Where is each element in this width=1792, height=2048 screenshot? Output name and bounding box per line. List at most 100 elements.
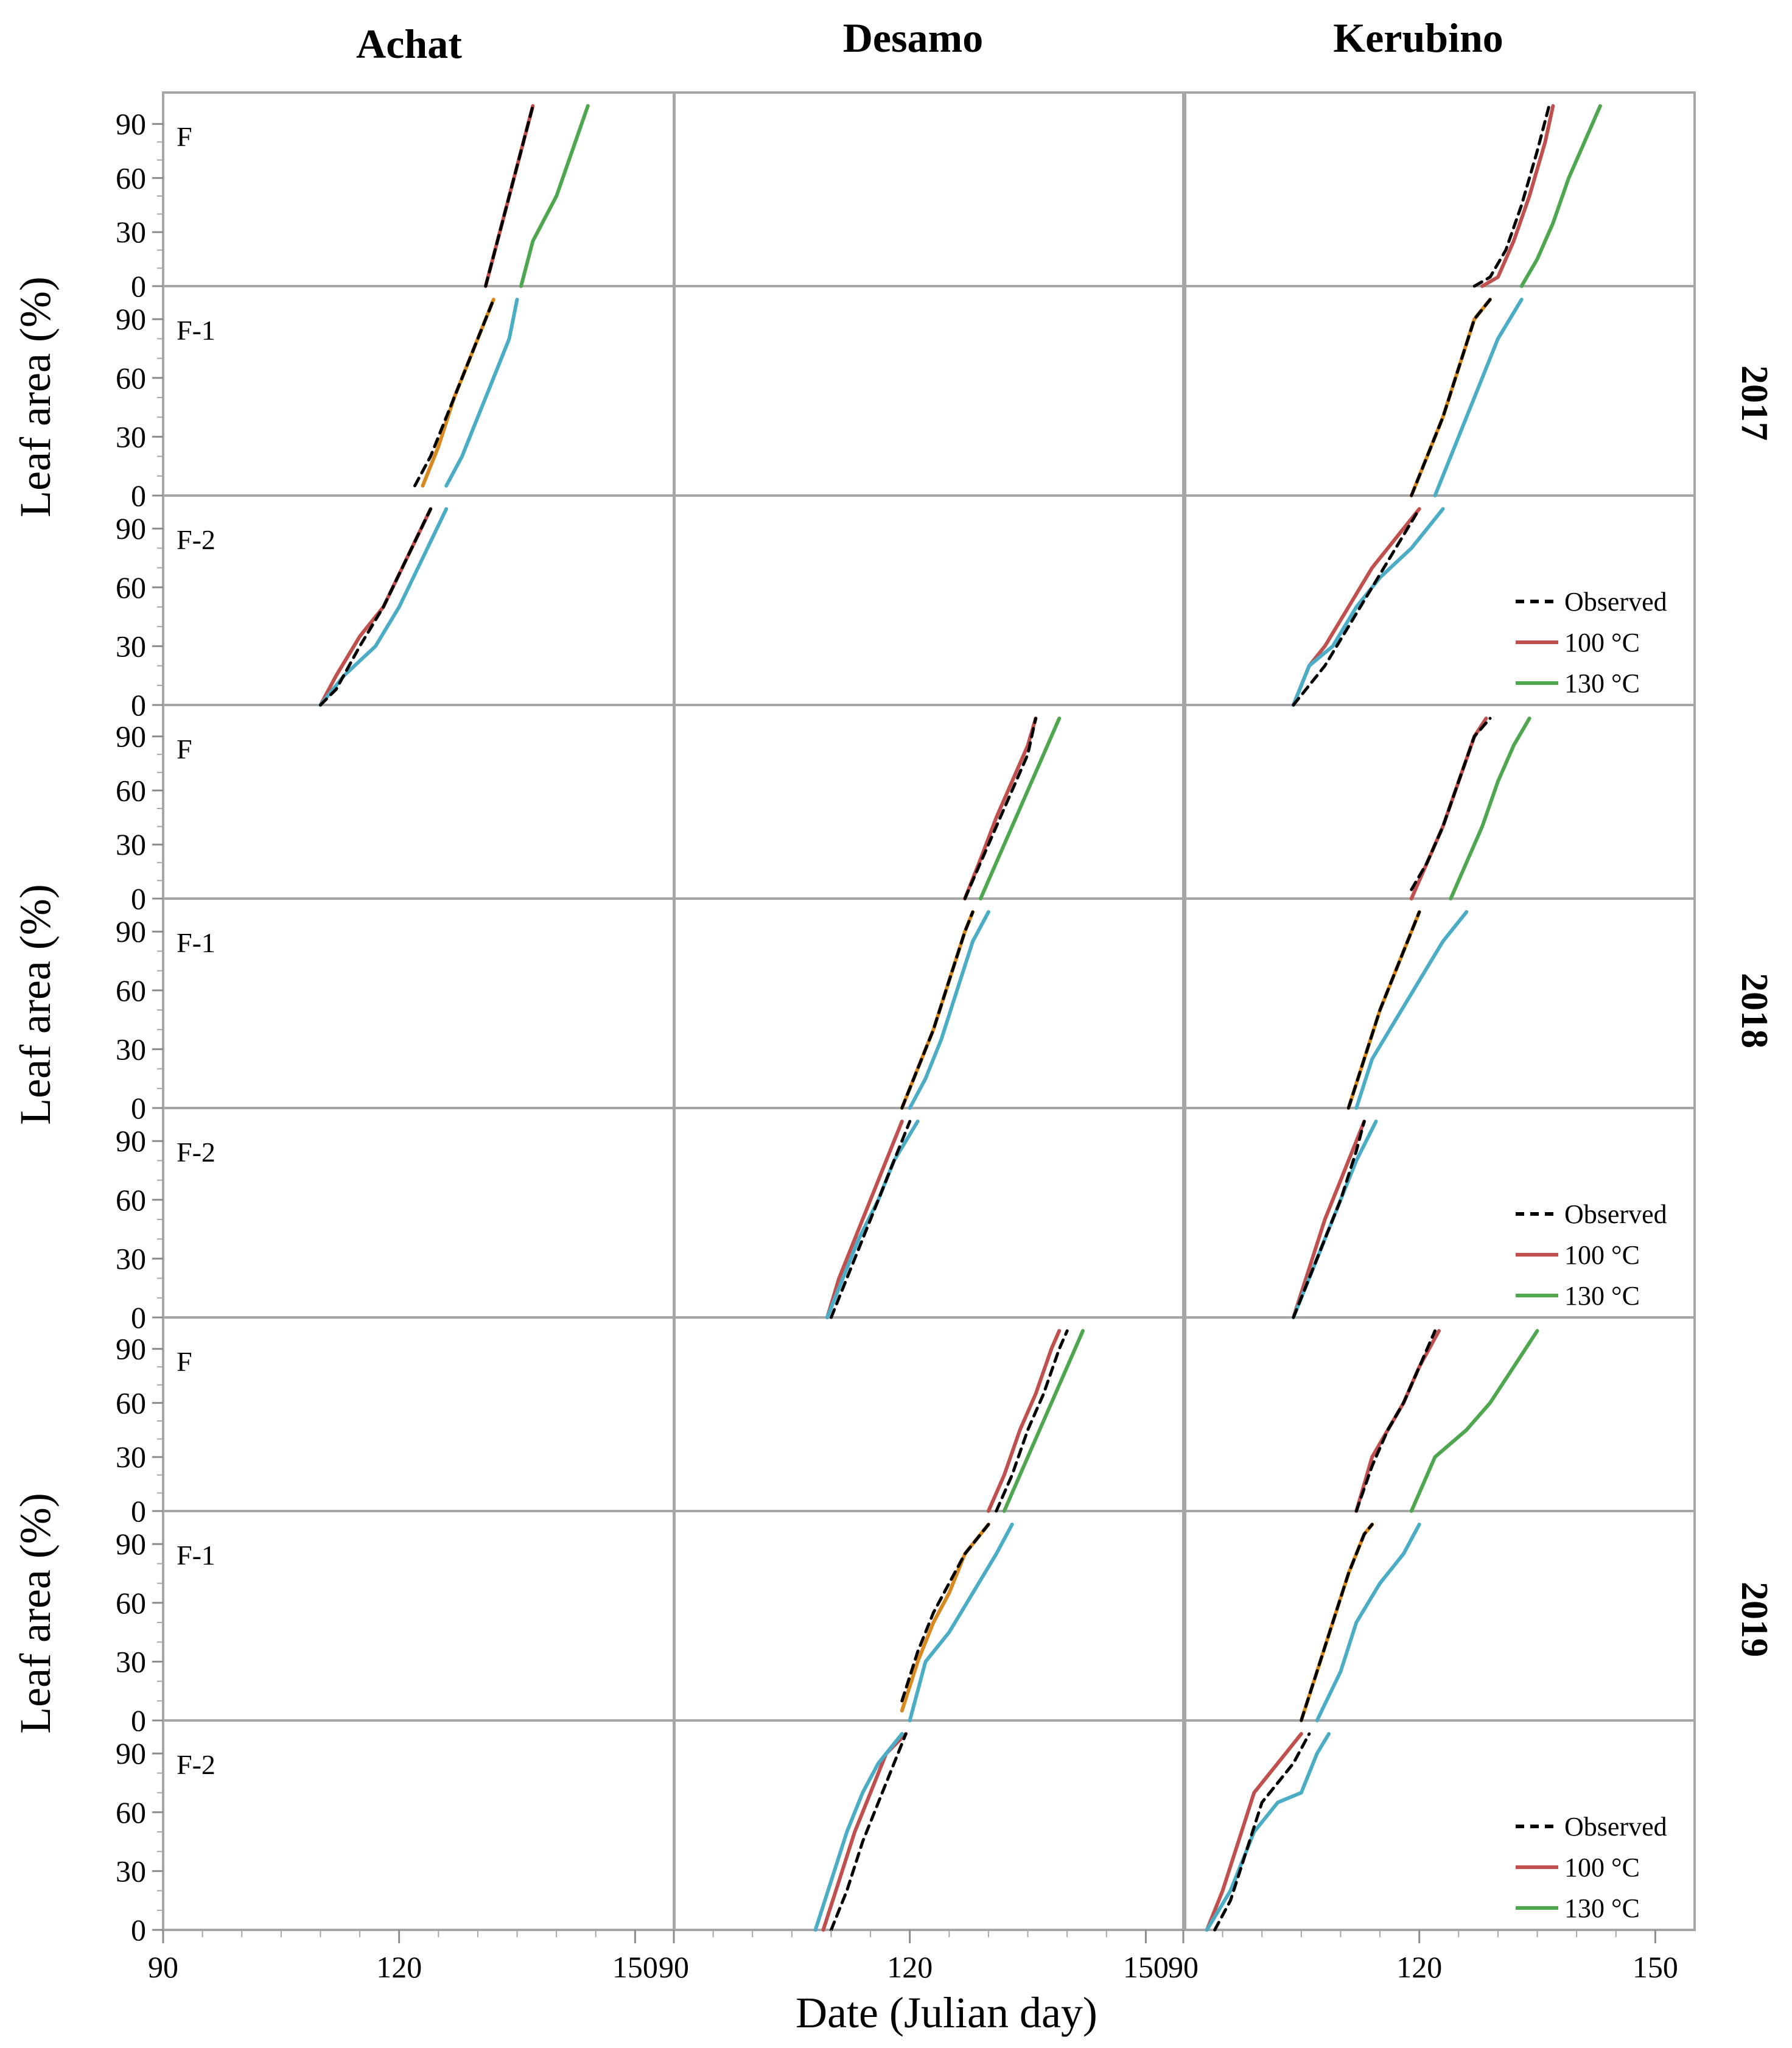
y-tick-label: 0 bbox=[131, 1913, 146, 1947]
leaf-label-2019-f: F bbox=[177, 1346, 192, 1377]
series-line-desamo-2018-f-2-130-c bbox=[825, 1120, 920, 1319]
y-tick-label: 30 bbox=[116, 1032, 146, 1066]
series-line-desamo-2019-f-1-130-c bbox=[908, 1523, 1014, 1722]
x-tick-label: 150 bbox=[1633, 1950, 1678, 1984]
series-line-kerubino-2019-f-observed bbox=[1354, 1329, 1437, 1513]
y-tick-label: 60 bbox=[116, 773, 146, 807]
series-line-achat-2017-f-1-130-c bbox=[444, 298, 519, 488]
legend-label-130-c-2017: 130 °C bbox=[1564, 668, 1640, 698]
panel-frame-desamo-2019-f bbox=[673, 1316, 1186, 1512]
series-line-desamo-2019-f-1-observed bbox=[900, 1523, 990, 1703]
legend-layer: Observed 100 °C 130 °C Observed 100 °C 130 °C… bbox=[1516, 587, 1667, 1923]
column-header-achat: Achat bbox=[356, 21, 462, 67]
series-line-kerubino-2018-f-2-100-c bbox=[1291, 1120, 1367, 1319]
y-tick-label: 0 bbox=[131, 1494, 146, 1528]
series-line-desamo-2018-f-1-observed bbox=[900, 910, 975, 1110]
y-tick-label: 0 bbox=[131, 1300, 146, 1334]
series-line-achat-2017-f-2-100-c bbox=[318, 507, 433, 707]
y-tick-label: 90 bbox=[116, 1332, 146, 1366]
x-tick-label: 90 bbox=[148, 1950, 178, 1984]
panel-frame-desamo-2017-f-1 bbox=[673, 285, 1186, 497]
legend-label-observed-2017: Observed bbox=[1564, 587, 1667, 617]
series-line-kerubino-2019-f-1-observed bbox=[1300, 1523, 1374, 1722]
series-line-kerubino-2017-f-130-c bbox=[1519, 104, 1602, 288]
series-line-achat-2017-f-1-observed bbox=[413, 298, 495, 488]
series-line-achat-2017-f-observed bbox=[484, 104, 534, 288]
x-tick-label: 150 bbox=[612, 1950, 658, 1984]
y-tick-label: 30 bbox=[116, 419, 146, 454]
panels-layer: F F-1 F-2 F F-1 F-2 F F-1 F-2 bbox=[162, 91, 1696, 1932]
y-tick-label: 60 bbox=[116, 973, 146, 1008]
y-tick-label: 90 bbox=[116, 1124, 146, 1158]
panel-frame-kerubino-2019-f-2 bbox=[1182, 1719, 1696, 1931]
series-line-kerubino-2017-f-2-observed bbox=[1292, 507, 1421, 707]
leaf-label-2018-f: F bbox=[177, 734, 192, 765]
panel-frame-kerubino-2018-f-1 bbox=[1182, 897, 1696, 1109]
y-tick-label: 90 bbox=[116, 302, 146, 336]
legend-label-observed-2018: Observed bbox=[1564, 1199, 1667, 1229]
panel-frame-achat-2017-f-1 bbox=[162, 285, 676, 497]
series-line-desamo-2019-f-1-100-c bbox=[900, 1523, 990, 1713]
y-tick-label: 30 bbox=[116, 629, 146, 663]
series-line-kerubino-2018-f-130-c bbox=[1449, 717, 1531, 900]
leaf-label-2018-f-2: F-2 bbox=[177, 1137, 215, 1168]
y-tick-label: 30 bbox=[116, 215, 146, 249]
panel-frame-desamo-2017-f bbox=[673, 91, 1186, 287]
panel-frame-kerubino-2017-f bbox=[1182, 91, 1696, 287]
year-label-2019: 2019 bbox=[1734, 1582, 1775, 1657]
series-line-kerubino-2019-f-2-100-c bbox=[1205, 1732, 1303, 1932]
series-line-desamo-2018-f-1-130-c bbox=[908, 910, 990, 1110]
series-line-desamo-2019-f-observed bbox=[995, 1329, 1069, 1513]
series-line-desamo-2018-f-observed bbox=[963, 717, 1037, 900]
y-tick-label: 30 bbox=[116, 1854, 146, 1888]
panel-frame-desamo-2018-f bbox=[673, 704, 1186, 900]
x-tick-label: 120 bbox=[887, 1950, 933, 1984]
x-tick-label: 90 bbox=[659, 1950, 689, 1984]
panel-frame-desamo-2019-f-2 bbox=[673, 1719, 1186, 1931]
x-axis-label: Date (Julian day) bbox=[796, 1988, 1097, 2037]
y-tick-label: 60 bbox=[116, 1795, 146, 1829]
panel-frame-kerubino-2019-f-1 bbox=[1182, 1510, 1696, 1722]
x-tick-label: 150 bbox=[1123, 1950, 1169, 1984]
y-tick-label: 30 bbox=[116, 827, 146, 861]
panel-frame-achat-2017-f bbox=[162, 91, 676, 287]
y-tick-label: 90 bbox=[116, 511, 146, 545]
series-line-desamo-2018-f-130-c bbox=[979, 717, 1062, 900]
panel-frame-kerubino-2019-f bbox=[1182, 1316, 1696, 1512]
series-line-kerubino-2017-f-100-c bbox=[1480, 104, 1555, 288]
panel-frame-achat-2019-f bbox=[162, 1316, 676, 1512]
panel-frame-kerubino-2017-f-1 bbox=[1182, 285, 1696, 497]
y-tick-label: 0 bbox=[131, 1091, 146, 1125]
leaf-label-2017-f: F bbox=[177, 121, 192, 152]
legend-label-100-c-2018: 100 °C bbox=[1564, 1240, 1640, 1270]
column-header-desamo: Desamo bbox=[843, 15, 983, 61]
y-tick-label: 30 bbox=[116, 1241, 146, 1275]
series-line-kerubino-2017-f-1-130-c bbox=[1433, 298, 1524, 497]
panel-frame-desamo-2018-f-1 bbox=[673, 897, 1186, 1109]
ticks-layer: 0306090030609003060900306090030609003060… bbox=[116, 107, 1678, 1984]
series-line-kerubino-2019-f-100-c bbox=[1354, 1329, 1441, 1513]
panel-frame-achat-2018-f-1 bbox=[162, 897, 676, 1109]
series-line-kerubino-2019-f-2-observed bbox=[1213, 1732, 1311, 1932]
leaf-label-2017-f-2: F-2 bbox=[177, 524, 215, 555]
leaf-label-2018-f-1: F-1 bbox=[177, 927, 215, 958]
y-tick-label: 90 bbox=[116, 914, 146, 949]
x-tick-label: 120 bbox=[1396, 1950, 1442, 1984]
y-tick-label: 90 bbox=[116, 1736, 146, 1770]
x-tick-label: 120 bbox=[376, 1950, 422, 1984]
panel-frame-achat-2019-f-2 bbox=[162, 1719, 676, 1931]
column-header-kerubino: Kerubino bbox=[1333, 15, 1503, 61]
panel-frame-kerubino-2018-f bbox=[1182, 704, 1696, 900]
series-line-achat-2017-f-2-observed bbox=[319, 507, 432, 707]
panel-frame-achat-2019-f-1 bbox=[162, 1510, 676, 1722]
series-line-desamo-2019-f-100-c bbox=[986, 1329, 1062, 1513]
y-tick-label: 60 bbox=[116, 1386, 146, 1420]
year-label-2018: 2018 bbox=[1734, 973, 1775, 1048]
y-tick-label: 30 bbox=[116, 1440, 146, 1474]
x-tick-label: 90 bbox=[1168, 1950, 1199, 1984]
series-line-kerubino-2018-f-1-observed bbox=[1346, 910, 1421, 1110]
legend-label-100-c-2019: 100 °C bbox=[1564, 1853, 1640, 1882]
series-line-kerubino-2018-f-2-observed bbox=[1292, 1120, 1366, 1319]
legend-label-130-c-2018: 130 °C bbox=[1564, 1281, 1640, 1311]
